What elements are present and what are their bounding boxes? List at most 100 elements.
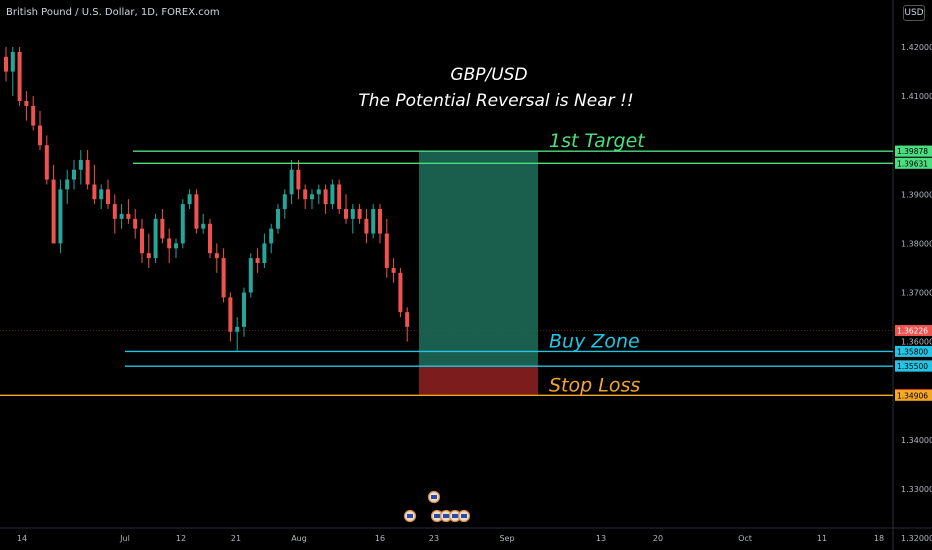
y-tick-label: 1.42000	[901, 43, 932, 52]
candle-body	[371, 209, 376, 234]
price-tag	[895, 345, 932, 357]
candle-body	[235, 326, 240, 332]
candle-body	[248, 258, 253, 293]
x-tick-label: Sep	[499, 534, 514, 543]
y-tick-label: 1.38000	[901, 239, 932, 248]
price-tag	[895, 325, 932, 337]
candle-body	[330, 184, 335, 205]
level-label: Stop Loss	[549, 374, 640, 396]
candle-body	[296, 169, 301, 190]
price-tag-text: 1.35500	[897, 362, 928, 371]
candle-body	[65, 179, 70, 190]
y-tick-label: 1.37000	[901, 289, 932, 298]
event-flag-icon-fill	[431, 495, 437, 499]
price-tag	[895, 360, 932, 372]
candle-body	[78, 159, 83, 170]
x-tick-label: 16	[375, 534, 385, 543]
event-flag-icon-fill	[452, 514, 458, 518]
x-tick-label: 13	[596, 534, 606, 543]
event-flag-icon-fill	[434, 514, 440, 518]
candle-body	[51, 179, 56, 244]
event-flag-icon-fill	[443, 514, 449, 518]
candle-body	[269, 228, 274, 244]
candle-body	[201, 223, 206, 229]
candle-body	[174, 243, 178, 249]
x-tick-label: 18	[874, 534, 884, 543]
candle-body	[378, 209, 382, 234]
candle-body	[337, 184, 342, 210]
price-tag-text: 1.36226	[897, 327, 928, 336]
candle-body	[228, 297, 233, 332]
candle-body	[4, 56, 8, 72]
candle-body	[160, 218, 165, 239]
chart-title: GBP/USD	[450, 65, 527, 85]
profit-zone	[419, 150, 538, 366]
price-tag-text: 1.39878	[897, 147, 928, 156]
candle-body	[146, 253, 151, 259]
candle-body	[99, 189, 104, 200]
candle-body	[405, 312, 410, 327]
candle-body	[140, 228, 144, 254]
candle-body	[38, 125, 42, 146]
candle-body	[364, 218, 369, 234]
candle-body	[24, 101, 29, 106]
event-flag-icon-fill	[407, 514, 413, 518]
candle-body	[255, 258, 260, 264]
price-tag	[895, 389, 932, 401]
x-tick-label: 12	[176, 534, 186, 543]
candle-body	[72, 169, 76, 180]
price-tag-text: 1.35800	[897, 347, 928, 356]
currency-button[interactable]: USD	[903, 5, 925, 21]
candle-body	[126, 213, 131, 219]
candle-body	[357, 209, 362, 219]
event-flag-icon-fill	[461, 514, 467, 518]
x-tick-label: Jul	[119, 534, 130, 543]
price-tag	[895, 157, 932, 169]
candle-body	[391, 267, 396, 273]
x-tick-label: 21	[231, 534, 241, 543]
candle-body	[310, 194, 314, 200]
candle-body	[221, 258, 226, 298]
x-tick-label: 11	[817, 534, 827, 543]
candle-body	[289, 169, 294, 195]
candle-body	[303, 189, 308, 200]
candle-body	[242, 292, 246, 327]
x-tick-label: 14	[17, 534, 27, 543]
candle-body	[316, 189, 321, 195]
candle-body	[92, 184, 97, 200]
candle-body	[323, 189, 328, 205]
y-tick-label: 1.33000	[901, 485, 932, 494]
candle-body	[10, 51, 15, 72]
candle-body	[282, 194, 287, 210]
y-tick-label: 1.39000	[901, 190, 932, 199]
x-tick-label: 20	[653, 534, 663, 543]
candle-body	[350, 209, 355, 219]
level-label: Buy Zone	[549, 330, 640, 352]
candle-body	[384, 233, 389, 268]
candle-body	[133, 218, 138, 229]
x-tick-label: Aug	[291, 534, 307, 543]
candle-body	[58, 189, 63, 244]
candle-body	[119, 213, 124, 219]
x-tick-label: 23	[429, 534, 439, 543]
price-tag-text: 1.34906	[897, 391, 928, 400]
candle-body	[398, 272, 403, 313]
candle-body	[187, 194, 192, 205]
price-tag-text: 1.39631	[897, 159, 928, 168]
y-tick-label-partial: 1.36000	[901, 338, 932, 347]
candle-body	[44, 145, 49, 180]
candle-body	[153, 218, 158, 259]
candle-body	[262, 243, 267, 264]
candle-body	[276, 209, 280, 229]
candle-body	[194, 194, 199, 229]
level-label: 1st Target	[549, 130, 646, 152]
price-tag	[895, 145, 932, 157]
candle-body	[214, 253, 219, 259]
symbol-header: British Pound / U.S. Dollar, 1D, FOREX.c…	[6, 7, 220, 18]
candle-body	[17, 51, 22, 102]
candle-body	[208, 223, 212, 254]
candle-body	[85, 159, 90, 185]
y-tick-label: 1.41000	[901, 92, 932, 101]
candle-body	[167, 238, 172, 249]
